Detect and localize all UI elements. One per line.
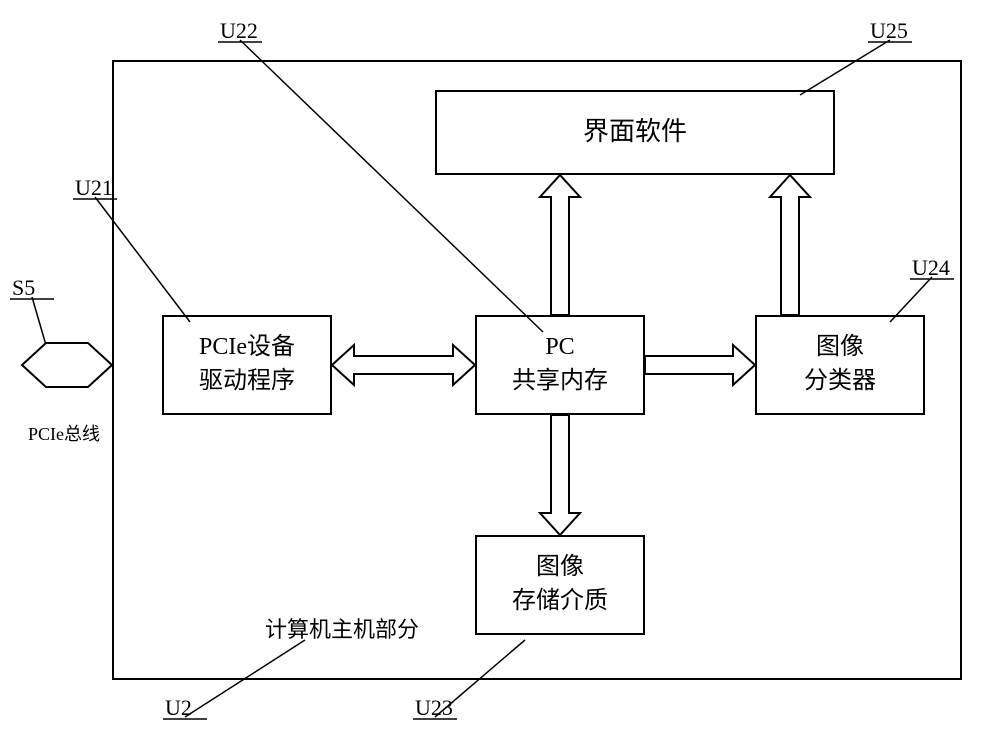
label-u24: U24 (912, 255, 950, 281)
label-u25: U25 (870, 18, 908, 44)
diagram-svg (0, 0, 1000, 735)
label-u23: U23 (415, 695, 453, 721)
label-u22: U22 (220, 18, 258, 44)
label-u21: U21 (75, 175, 113, 201)
label-u2: U2 (165, 695, 192, 721)
label-s5: S5 (12, 275, 35, 301)
